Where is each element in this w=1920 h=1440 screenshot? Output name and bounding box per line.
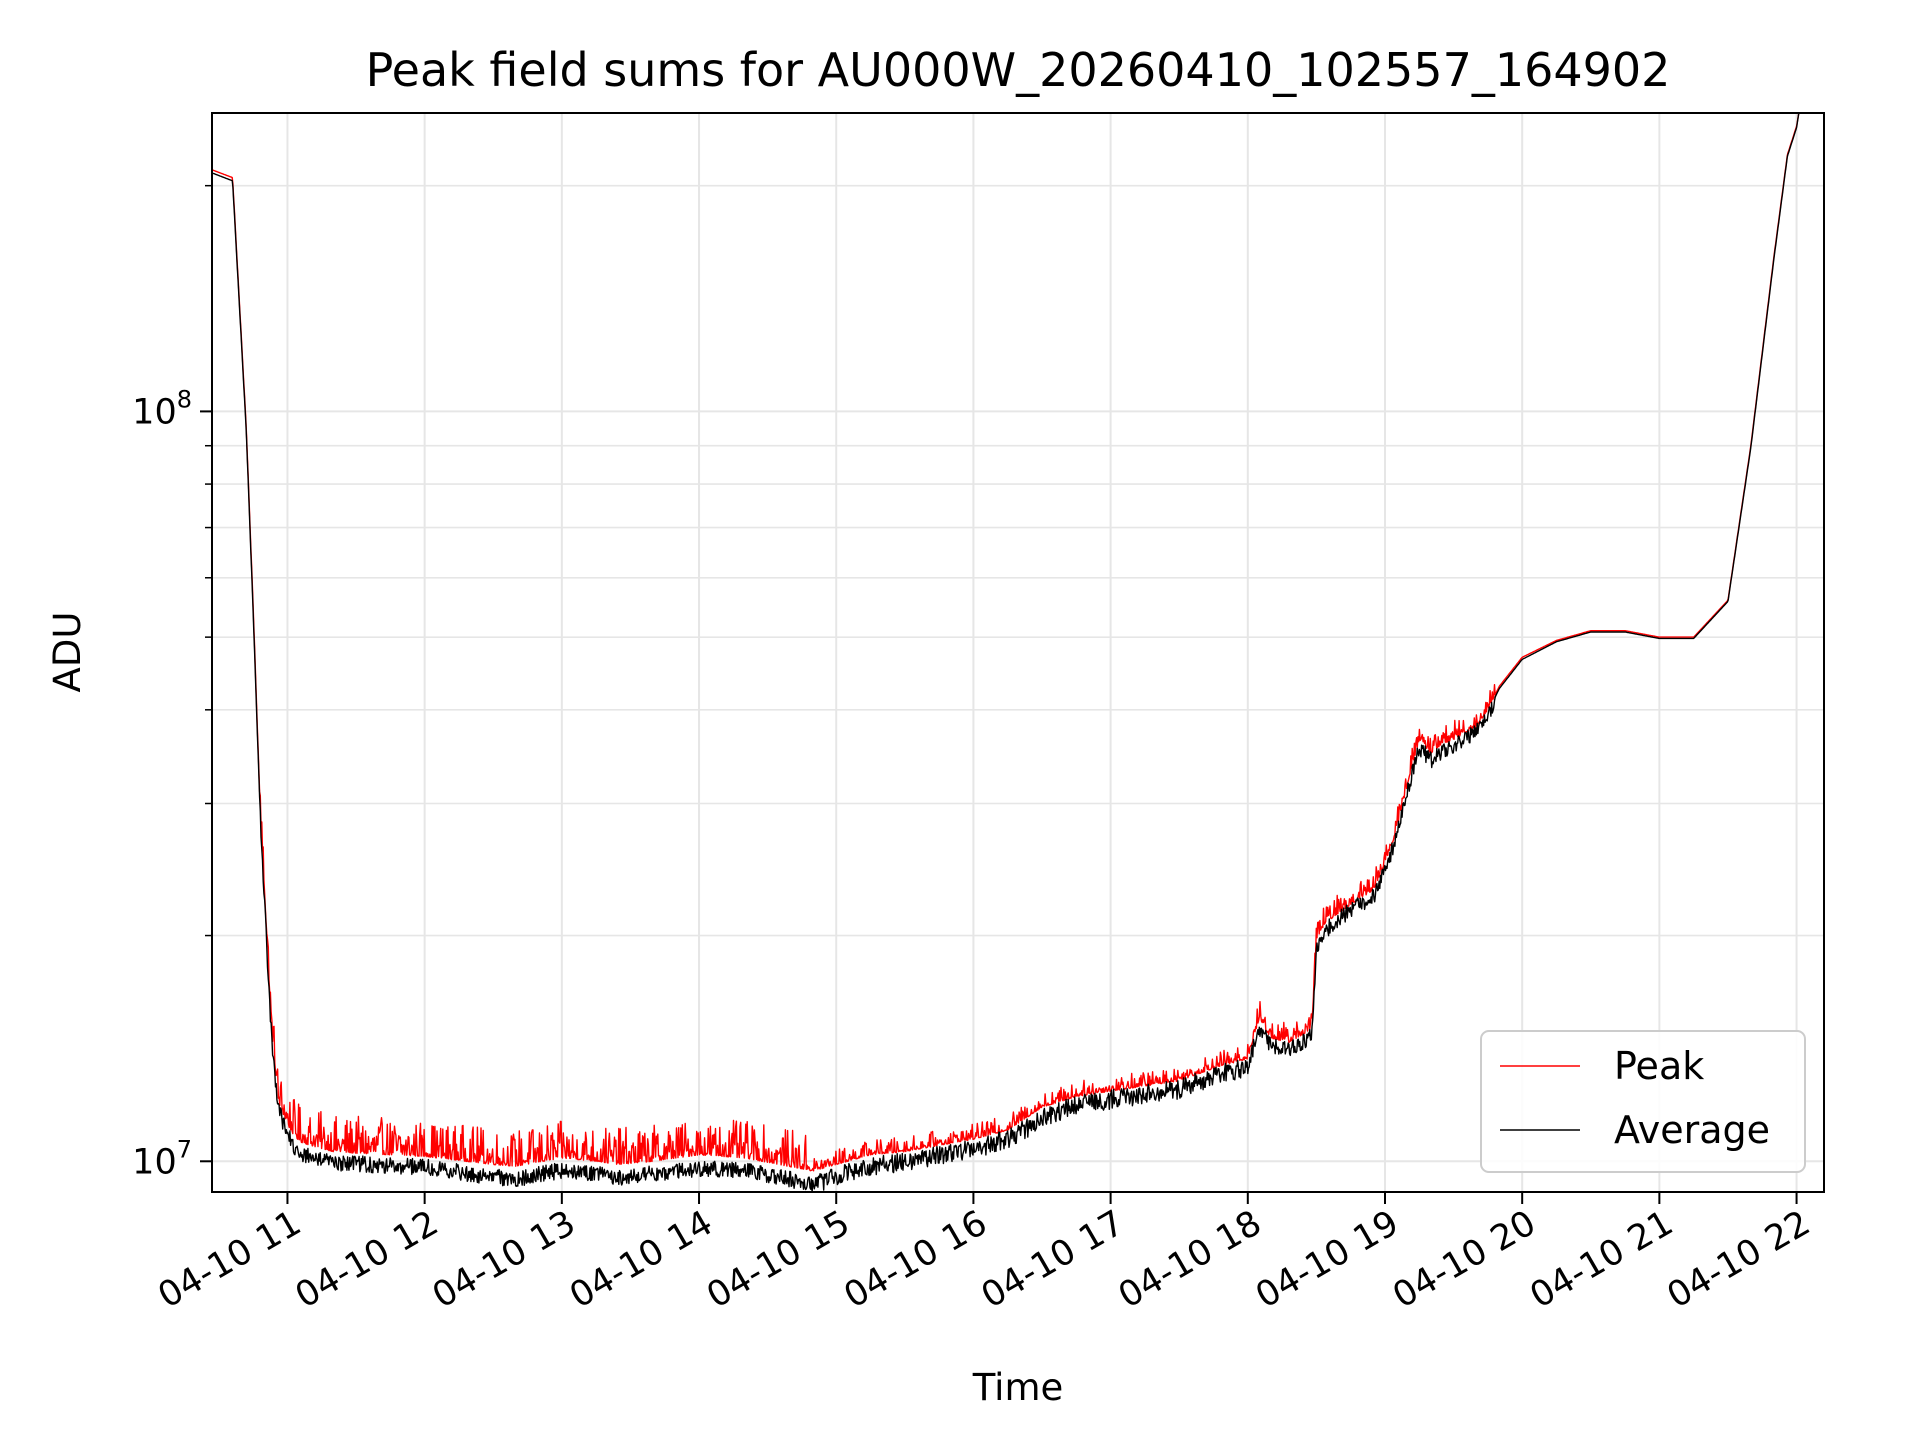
chart-title: Peak field sums for AU000W_20260410_1025… [366,43,1671,97]
plot-frame [211,112,1825,1193]
series-line-peak [212,113,1800,1172]
y-tick-label: 107 [132,1135,192,1182]
y-axis-ticks: 107 108 [132,184,212,1182]
x-axis-label: Time [972,1366,1064,1409]
y-axis-label: ADU [46,612,89,693]
legend-average-label: Average [1614,1108,1770,1152]
series-line-average [212,113,1800,1192]
series-layer [212,113,1800,1192]
legend: Peak Average [1480,1030,1806,1173]
legend-peak-label: Peak [1614,1044,1704,1088]
grid [212,113,1824,1192]
y-tick-label: 108 [132,385,192,432]
